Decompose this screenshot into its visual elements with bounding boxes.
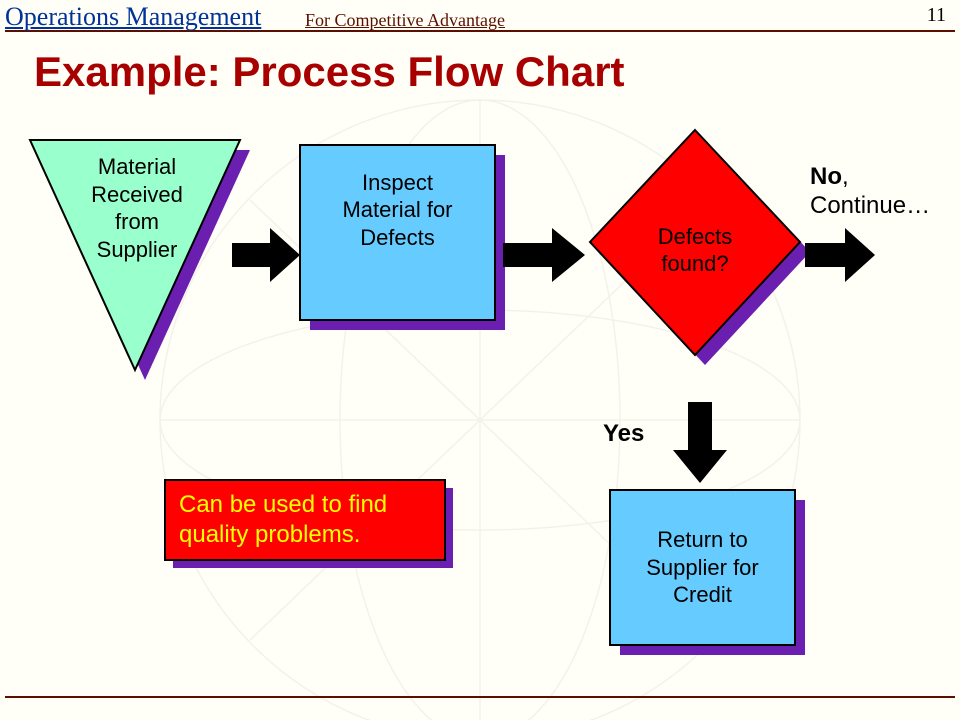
node-return-label: Return to Supplier for Credit [610, 490, 795, 645]
arrow-decision-no [805, 228, 875, 282]
flowchart-canvas [0, 0, 960, 720]
background-art [0, 0, 960, 720]
arrow-decision-yes [673, 402, 727, 483]
node-supplier-label: Material Received from Supplier [72, 148, 202, 268]
slide-title: Example: Process Flow Chart [34, 48, 625, 96]
arrow-supplier-inspect [232, 228, 300, 282]
callout-label: Can be used to find quality problems. [165, 480, 445, 560]
edge-label-yes: Yes [603, 420, 644, 449]
footer-rule [5, 696, 955, 698]
page-number: 11 [927, 4, 946, 27]
brand-subtitle: For Competitive Advantage [305, 10, 505, 31]
node-inspect-label: Inspect Material for Defects [300, 145, 495, 275]
edge-label-no: No, Continue… [810, 163, 930, 221]
brand-title: Operations Management [5, 2, 261, 32]
arrow-inspect-decision [503, 228, 585, 282]
node-decision-label: Defects found? [625, 215, 765, 285]
